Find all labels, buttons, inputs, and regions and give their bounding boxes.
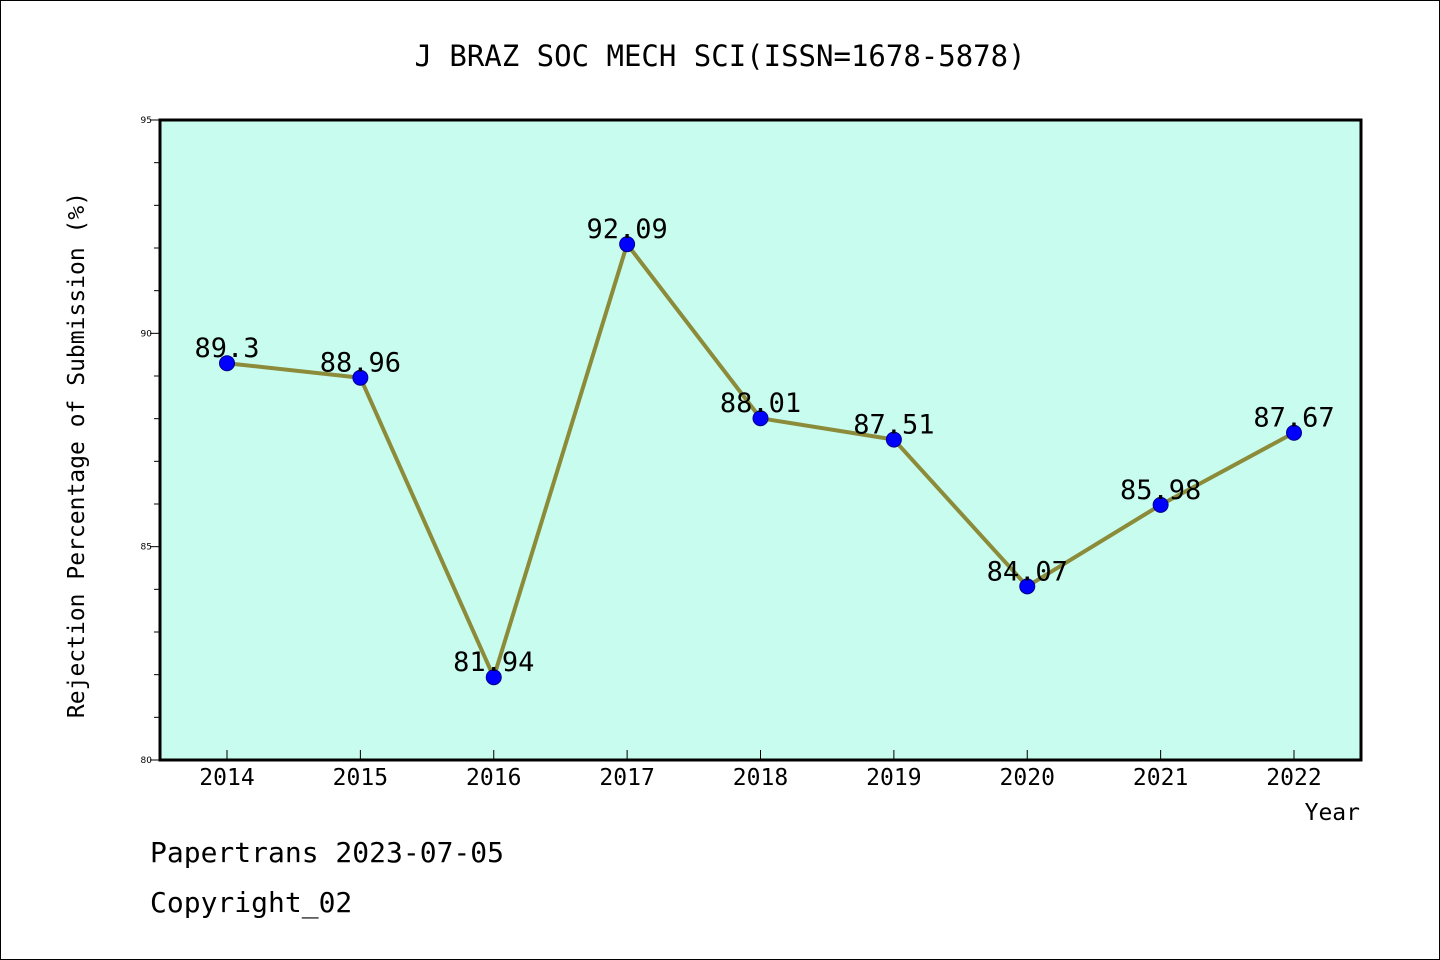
data-label: 89.3	[194, 333, 259, 364]
y-tick-label: 90	[141, 329, 153, 339]
data-point	[885, 431, 902, 448]
x-tick-label: 2016	[466, 765, 521, 791]
footer-date: Papertrans 2023-07-05	[150, 836, 505, 869]
data-point	[1152, 496, 1169, 513]
y-tick-label: 80	[141, 756, 153, 766]
data-point	[1286, 424, 1302, 441]
data-label: 88.96	[320, 348, 401, 379]
data-label: 87.67	[1253, 403, 1334, 434]
data-label: 92.09	[586, 214, 667, 245]
x-tick-label: 2022	[1266, 765, 1321, 791]
plot-area	[158, 118, 1363, 762]
footer-copyright: Copyright_02	[150, 886, 353, 919]
data-point	[752, 410, 769, 427]
y-tick-label: 85	[141, 543, 152, 553]
y-axis-label: Rejection Percentage of Submission (%)	[64, 192, 90, 718]
data-point	[352, 369, 369, 386]
x-tick-label: 2020	[1000, 765, 1055, 791]
x-tick-label: 2014	[199, 765, 254, 791]
x-tick-label: 2019	[866, 765, 921, 791]
x-tick-label: 2021	[1133, 765, 1188, 791]
y-tick-label: 95	[141, 116, 152, 126]
x-tick-label: 2018	[733, 765, 788, 791]
data-label: 87.51	[853, 410, 934, 441]
chart-title: J BRAZ SOC MECH SCI(ISSN=1678-5878)	[414, 39, 1025, 73]
data-point	[219, 355, 235, 372]
x-tick-label: 2017	[599, 765, 654, 791]
data-label: 84.07	[987, 556, 1068, 587]
x-axis-label: Year	[1305, 800, 1360, 826]
y-axis: 80 85 90 95	[141, 116, 160, 766]
series-group: 89.3 88.96 81.94 92.09 88.01 87.51 84.07 85.98 8…	[194, 214, 1335, 686]
data-label: 85.98	[1120, 475, 1201, 506]
x-tick-label: 2015	[333, 765, 388, 791]
data-point	[619, 236, 636, 253]
data-label: 88.01	[720, 388, 801, 419]
data-point	[485, 669, 502, 686]
data-point	[1019, 578, 1036, 595]
x-axis: 2014 2015 2016 2017 2018 2019 2020 2021 2022	[199, 750, 1322, 791]
data-label: 81.94	[453, 647, 534, 678]
